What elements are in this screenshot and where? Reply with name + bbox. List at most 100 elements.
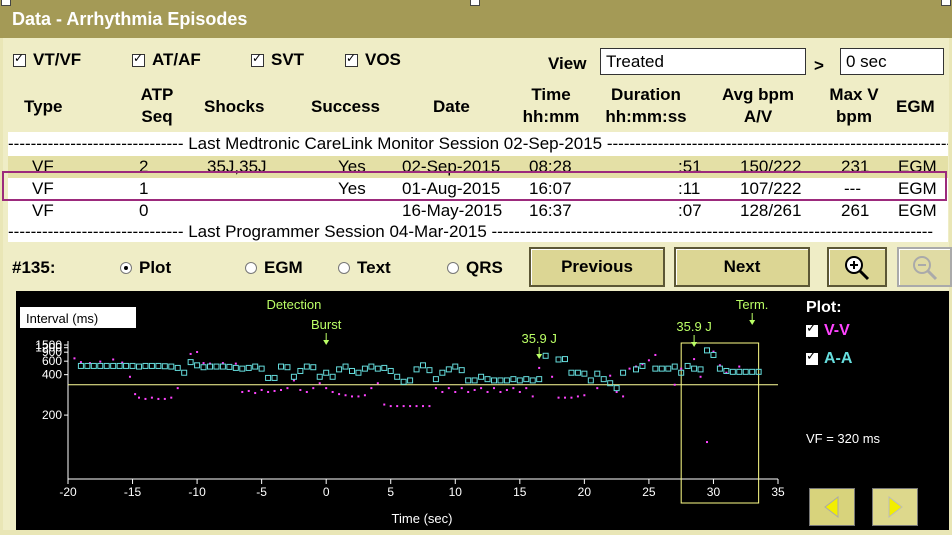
aa-point <box>329 373 336 380</box>
vv-point <box>460 387 463 390</box>
aa-point <box>536 376 543 383</box>
filter-vtvf[interactable]: VT/VF <box>13 50 81 70</box>
session-separator: ------------------------------- Last Pro… <box>8 222 934 241</box>
col-label: Seq <box>141 107 173 126</box>
vv-point <box>699 375 702 378</box>
vv-point <box>725 371 728 374</box>
y-tick-label: 600 <box>42 354 62 368</box>
checkbox-checked[interactable] <box>806 321 818 337</box>
aa-point <box>716 365 723 372</box>
vv-point <box>434 387 437 390</box>
vv-point <box>647 359 650 362</box>
scroll-left-button[interactable] <box>809 488 855 526</box>
episode-list[interactable]: ------------------------------- Last Med… <box>8 132 948 242</box>
table-row-selected[interactable]: VF 1 Yes 01-Aug-2015 16:07 :11 107/222 -… <box>8 178 948 200</box>
table-row[interactable]: VF 2 35J,35J Yes 02-Sep-2015 08:28 :51 1… <box>8 156 948 178</box>
right-arrow-icon <box>888 495 903 519</box>
egm-link[interactable]: EGM <box>898 201 937 220</box>
vv-point <box>622 395 625 398</box>
checkbox-checked[interactable] <box>251 51 264 67</box>
radio-text[interactable]: Text <box>338 258 391 278</box>
filter-label: SVT <box>271 50 305 69</box>
vv-point <box>376 382 379 385</box>
col-atp-seq[interactable]: ATP Seq <box>132 84 182 128</box>
legend-vv[interactable]: V-V <box>806 321 850 340</box>
vv-point <box>318 382 321 385</box>
filter-vos[interactable]: VOS <box>345 50 401 70</box>
aa-point <box>361 365 368 372</box>
zoom-in-button[interactable] <box>827 247 887 287</box>
filter-svt[interactable]: SVT <box>251 50 304 70</box>
radio-label: Plot <box>139 258 172 277</box>
resize-handle[interactable] <box>941 0 951 6</box>
cell-type: VF <box>32 179 54 198</box>
radio-unselected[interactable] <box>338 262 350 274</box>
col-duration[interactable]: Duration hh:mm:ss <box>600 84 692 128</box>
aa-point <box>316 373 323 380</box>
checkbox-checked[interactable] <box>806 349 818 365</box>
filter-ataf[interactable]: AT/AF <box>132 50 201 70</box>
cell-avg: 128/261 <box>740 201 802 220</box>
vv-point <box>673 383 676 386</box>
aa-point <box>671 363 678 370</box>
previous-button[interactable]: Previous <box>529 247 665 287</box>
vv-point <box>134 393 137 396</box>
resize-handle[interactable] <box>1 0 11 6</box>
view-select[interactable]: Treated <box>600 48 806 75</box>
col-type[interactable]: Type <box>24 97 63 116</box>
radio-unselected[interactable] <box>245 262 257 274</box>
egm-link[interactable]: EGM <box>898 179 937 198</box>
zoom-out-button[interactable] <box>897 247 952 287</box>
col-label: bpm <box>836 107 872 126</box>
table-row[interactable]: VF 0 16-May-2015 16:37 :07 128/261 261 E… <box>8 200 948 222</box>
aa-point <box>303 363 310 370</box>
annotation-arrowhead <box>691 342 698 347</box>
aa-point <box>633 366 639 373</box>
col-max-v[interactable]: Max V bpm <box>818 84 890 128</box>
duration-threshold-input[interactable]: 0 sec <box>840 48 944 75</box>
legend-aa[interactable]: A-A <box>806 349 852 368</box>
col-date[interactable]: Date <box>433 97 470 116</box>
aa-point <box>516 377 523 384</box>
next-button[interactable]: Next <box>674 247 810 287</box>
aa-point <box>84 362 91 369</box>
y-tick-label: 1500 <box>35 338 62 352</box>
aa-point <box>297 367 304 374</box>
vv-point <box>473 388 476 391</box>
annotation-label: Term. <box>736 297 769 312</box>
aa-point <box>123 362 130 369</box>
termination-window <box>680 342 760 504</box>
window-title-bar[interactable]: Data - Arrhythmia Episodes <box>0 0 952 38</box>
radio-plot[interactable]: Plot <box>120 258 171 278</box>
col-shocks[interactable]: Shocks <box>204 97 265 116</box>
annotation-label: Burst <box>311 317 342 332</box>
checkbox-checked[interactable] <box>13 51 26 67</box>
col-egm[interactable]: EGM <box>896 97 935 116</box>
radio-selected[interactable] <box>120 262 132 274</box>
radio-unselected[interactable] <box>447 262 459 274</box>
radio-egm[interactable]: EGM <box>245 258 303 278</box>
vv-point <box>138 396 140 399</box>
aa-point <box>155 362 162 369</box>
resize-handle[interactable] <box>470 0 480 6</box>
checkbox-checked[interactable] <box>345 51 358 67</box>
y-axis-label: Interval (ms) <box>26 311 98 326</box>
col-label: hh:mm <box>522 107 580 126</box>
aa-point <box>174 364 181 371</box>
aa-point <box>116 362 123 369</box>
aa-point <box>581 370 588 377</box>
scroll-right-button[interactable] <box>872 488 918 526</box>
aa-point <box>349 367 355 374</box>
x-tick-label: 30 <box>707 485 721 499</box>
col-success[interactable]: Success <box>311 97 380 116</box>
interval-plot[interactable]: Interval (ms) Time (sec) -20 -15 -10 -5 0 5 10… <box>16 291 949 530</box>
col-time[interactable]: Time hh:mm <box>519 84 583 128</box>
vv-point <box>641 363 644 366</box>
col-avg-bpm[interactable]: Avg bpm A/V <box>712 84 804 128</box>
radio-qrs[interactable]: QRS <box>447 258 503 278</box>
egm-link[interactable]: EGM <box>898 157 937 176</box>
aa-point <box>252 363 259 370</box>
vv-point <box>531 395 534 398</box>
aa-point <box>284 364 291 371</box>
checkbox-checked[interactable] <box>132 51 145 67</box>
